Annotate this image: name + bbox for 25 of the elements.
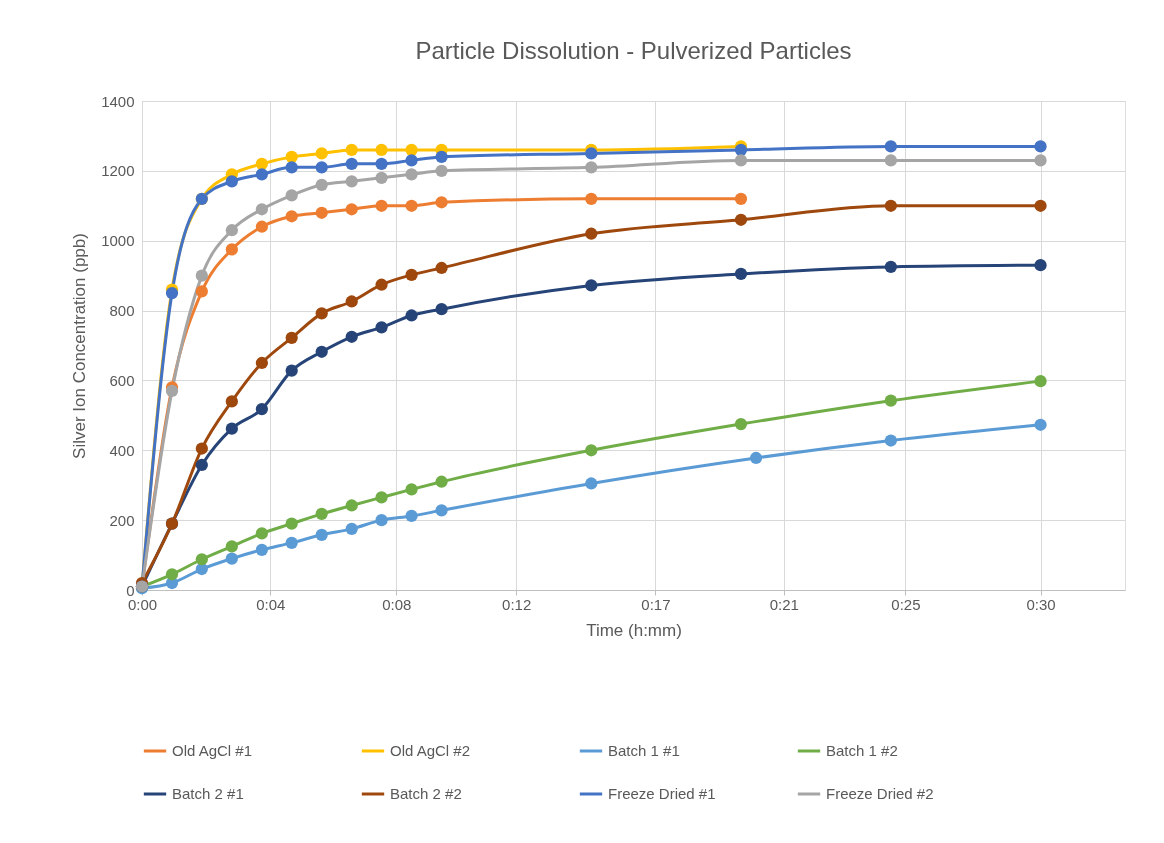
y-tick-label: 1000 (101, 232, 135, 250)
y-axis-title: Silver Ion Concentration (ppb) (70, 233, 90, 459)
x-tick-label: 0:30 (1026, 595, 1056, 613)
x-tick-label: 0:04 (256, 595, 286, 613)
chart-title: Particle Dissolution - Pulverized Particles (415, 37, 852, 64)
x-tick-label: 0:12 (502, 595, 532, 613)
x-axis-title: Time (h:mm) (586, 620, 682, 640)
legend-label: Old AgCl #1 (172, 742, 253, 759)
legend-label: Batch 1 #2 (826, 742, 898, 759)
legend-label: Freeze Dried #1 (608, 785, 716, 802)
legend-label: Batch 1 #1 (608, 742, 680, 759)
legend-label: Old AgCl #2 (390, 742, 471, 759)
y-tick-label: 200 (109, 511, 135, 529)
y-tick-label: 800 (109, 302, 135, 320)
y-tick-label: 600 (109, 371, 135, 389)
y-tick-label: 1200 (101, 162, 135, 180)
x-tick-label: 0:17 (641, 595, 671, 613)
legend-label: Freeze Dried #2 (826, 785, 934, 802)
x-tick-label: 0:08 (382, 595, 412, 613)
legend-label: Batch 2 #1 (172, 785, 244, 802)
x-tick-label: 0:25 (891, 595, 921, 613)
x-tick-label: 0:21 (769, 595, 799, 613)
y-tick-label: 1400 (101, 92, 135, 110)
legend-label: Batch 2 #2 (390, 785, 462, 802)
y-tick-label: 400 (109, 441, 135, 459)
